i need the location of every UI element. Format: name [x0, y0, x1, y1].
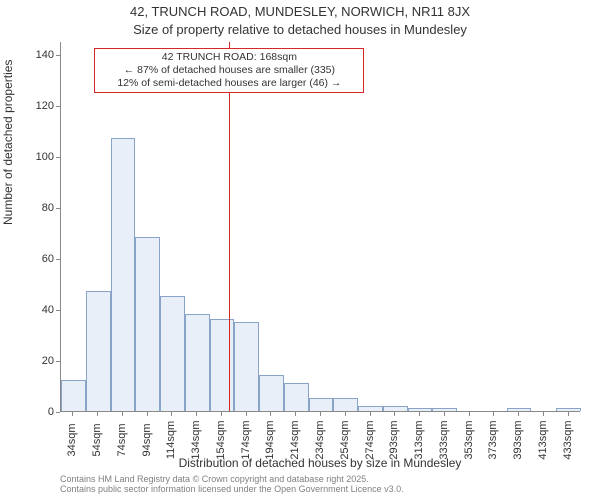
histogram-bar	[135, 237, 160, 411]
histogram-bar	[86, 291, 111, 411]
x-tick-mark	[320, 412, 321, 416]
annotation-line2: ← 87% of detached houses are smaller (33…	[101, 64, 357, 77]
histogram-bar	[111, 138, 136, 411]
x-axis-label: Distribution of detached houses by size …	[60, 456, 580, 470]
y-tick-label: 120	[0, 100, 60, 112]
histogram-bar	[185, 314, 210, 411]
x-tick-label: 333sqm	[438, 420, 450, 460]
x-tick-label: 134sqm	[190, 420, 202, 460]
histogram-bar	[556, 408, 581, 411]
y-tick-label: 40	[0, 304, 60, 316]
y-tick-label: 80	[0, 202, 60, 214]
histogram-bar	[160, 296, 185, 411]
histogram-bar	[210, 319, 235, 411]
histogram-bar	[284, 383, 309, 411]
y-axis-label: Number of detached properties	[1, 60, 15, 225]
x-tick-mark	[122, 412, 123, 416]
x-tick-label: 274sqm	[364, 420, 376, 460]
y-tick-label: 60	[0, 253, 60, 265]
x-tick-label: 194sqm	[264, 420, 276, 460]
x-tick-label: 234sqm	[314, 420, 326, 460]
x-tick-mark	[72, 412, 73, 416]
x-tick-mark	[270, 412, 271, 416]
x-tick-mark	[493, 412, 494, 416]
y-tick-label: 0	[0, 406, 60, 418]
annotation-line3: 12% of semi-detached houses are larger (…	[101, 77, 357, 90]
y-tick-label: 100	[0, 151, 60, 163]
annotation-box: 42 TRUNCH ROAD: 168sqm ← 87% of detached…	[94, 48, 364, 93]
y-tick-mark	[56, 208, 60, 209]
x-tick-mark	[444, 412, 445, 416]
x-tick-label: 174sqm	[240, 420, 252, 460]
x-tick-label: 74sqm	[116, 420, 128, 460]
histogram-bar	[259, 375, 284, 411]
y-tick-label: 20	[0, 355, 60, 367]
x-tick-mark	[518, 412, 519, 416]
x-tick-mark	[246, 412, 247, 416]
histogram-bar	[333, 398, 358, 411]
footer-attribution: Contains HM Land Registry data © Crown c…	[60, 474, 404, 495]
marker-line	[229, 42, 230, 411]
chart-title-line1: 42, TRUNCH ROAD, MUNDESLEY, NORWICH, NR1…	[0, 4, 600, 19]
histogram-bar	[234, 322, 259, 411]
y-tick-mark	[56, 412, 60, 413]
histogram-bar	[61, 380, 86, 411]
x-tick-mark	[97, 412, 98, 416]
chart-container: 42, TRUNCH ROAD, MUNDESLEY, NORWICH, NR1…	[0, 0, 600, 500]
x-tick-label: 214sqm	[289, 420, 301, 460]
x-tick-label: 154sqm	[215, 420, 227, 460]
x-tick-mark	[345, 412, 346, 416]
bars-layer	[61, 42, 580, 411]
x-tick-mark	[171, 412, 172, 416]
x-tick-mark	[295, 412, 296, 416]
histogram-bar	[309, 398, 334, 411]
x-tick-label: 114sqm	[165, 420, 177, 460]
plot-area: 42 TRUNCH ROAD: 168sqm ← 87% of detached…	[60, 42, 580, 412]
y-tick-mark	[56, 55, 60, 56]
footer-line2: Contains public sector information licen…	[60, 484, 404, 494]
x-tick-mark	[469, 412, 470, 416]
x-tick-mark	[543, 412, 544, 416]
y-tick-mark	[56, 361, 60, 362]
x-tick-mark	[196, 412, 197, 416]
y-tick-label: 140	[0, 49, 60, 61]
histogram-bar	[507, 408, 532, 411]
x-tick-label: 94sqm	[141, 420, 153, 460]
x-tick-label: 373sqm	[487, 420, 499, 460]
x-tick-label: 433sqm	[562, 420, 574, 460]
histogram-bar	[383, 406, 408, 411]
x-tick-mark	[370, 412, 371, 416]
footer-line1: Contains HM Land Registry data © Crown c…	[60, 474, 404, 484]
histogram-bar	[432, 408, 457, 411]
x-tick-label: 353sqm	[463, 420, 475, 460]
x-tick-mark	[221, 412, 222, 416]
histogram-bar	[358, 406, 383, 411]
x-tick-mark	[568, 412, 569, 416]
x-tick-label: 313sqm	[413, 420, 425, 460]
x-tick-mark	[419, 412, 420, 416]
y-tick-mark	[56, 310, 60, 311]
x-tick-label: 54sqm	[91, 420, 103, 460]
x-tick-mark	[394, 412, 395, 416]
x-tick-label: 293sqm	[388, 420, 400, 460]
annotation-line1: 42 TRUNCH ROAD: 168sqm	[101, 51, 357, 64]
x-tick-label: 413sqm	[537, 420, 549, 460]
x-tick-mark	[147, 412, 148, 416]
x-tick-label: 34sqm	[66, 420, 78, 460]
histogram-bar	[408, 408, 433, 411]
y-tick-mark	[56, 259, 60, 260]
x-tick-label: 393sqm	[512, 420, 524, 460]
y-tick-mark	[56, 157, 60, 158]
chart-title-line2: Size of property relative to detached ho…	[0, 22, 600, 37]
y-tick-mark	[56, 106, 60, 107]
x-tick-label: 254sqm	[339, 420, 351, 460]
